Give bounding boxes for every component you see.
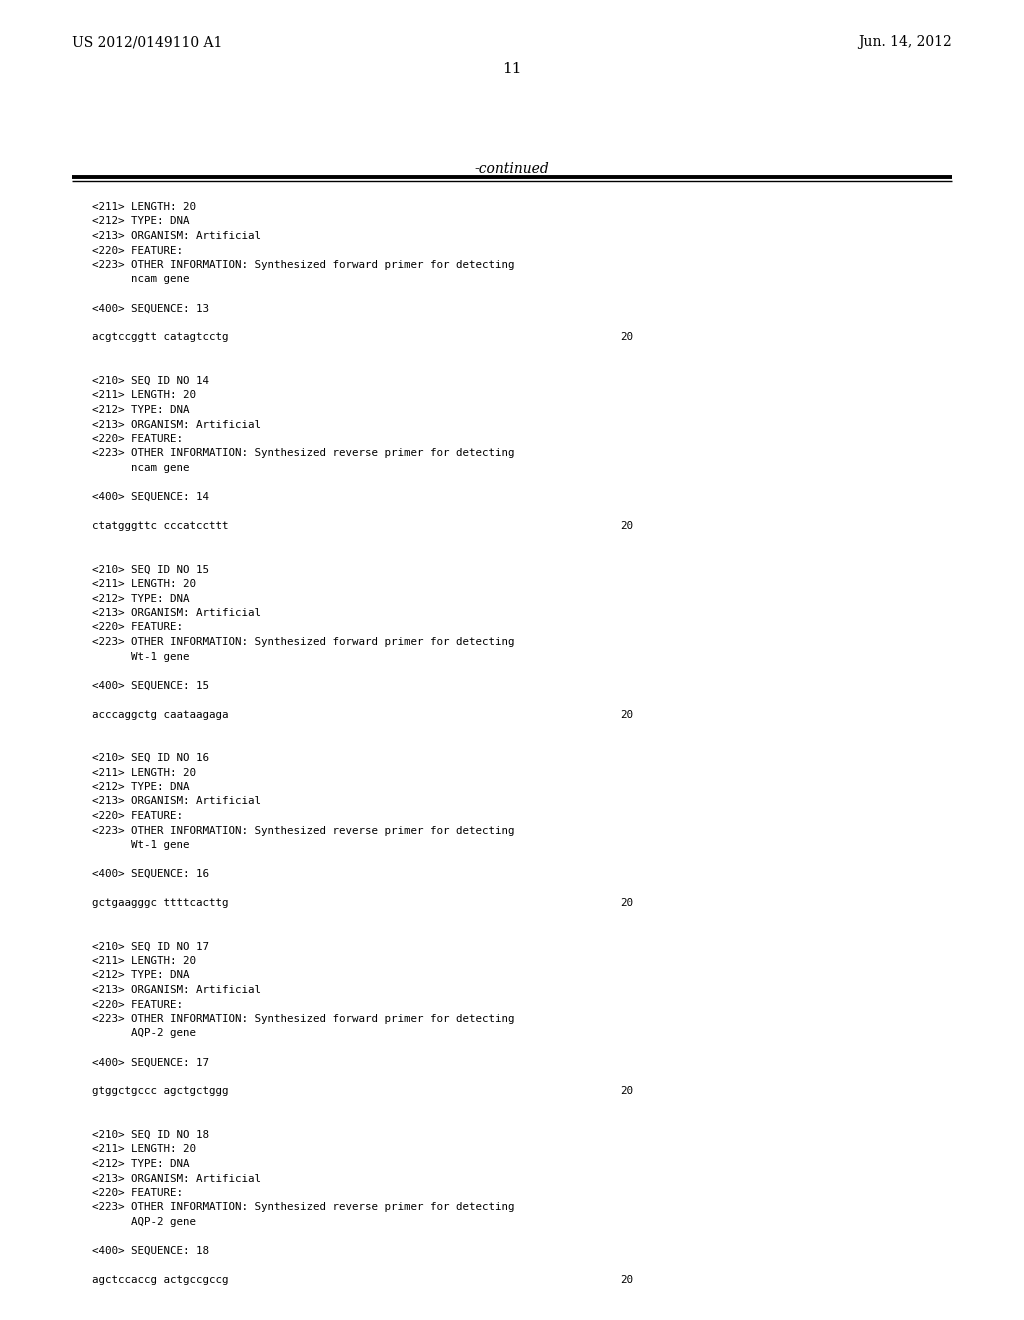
Text: <400> SEQUENCE: 14: <400> SEQUENCE: 14 [92,492,209,502]
Text: <210> SEQ ID NO 15: <210> SEQ ID NO 15 [92,565,209,574]
Text: <211> LENGTH: 20: <211> LENGTH: 20 [92,767,196,777]
Text: gtggctgccc agctgctggg: gtggctgccc agctgctggg [92,1086,228,1097]
Text: <210> SEQ ID NO 17: <210> SEQ ID NO 17 [92,941,209,952]
Text: <212> TYPE: DNA: <212> TYPE: DNA [92,216,189,227]
Text: 20: 20 [620,521,633,531]
Text: acccaggctg caataagaga: acccaggctg caataagaga [92,710,228,719]
Text: <213> ORGANISM: Artificial: <213> ORGANISM: Artificial [92,231,261,242]
Text: <212> TYPE: DNA: <212> TYPE: DNA [92,970,189,981]
Text: 20: 20 [620,898,633,908]
Text: <210> SEQ ID NO 16: <210> SEQ ID NO 16 [92,752,209,763]
Text: ncam gene: ncam gene [92,463,189,473]
Text: AQP-2 gene: AQP-2 gene [92,1028,196,1039]
Text: <220> FEATURE:: <220> FEATURE: [92,434,183,444]
Text: <223> OTHER INFORMATION: Synthesized reverse primer for detecting: <223> OTHER INFORMATION: Synthesized rev… [92,449,514,458]
Text: <213> ORGANISM: Artificial: <213> ORGANISM: Artificial [92,796,261,807]
Text: <400> SEQUENCE: 18: <400> SEQUENCE: 18 [92,1246,209,1257]
Text: Wt-1 gene: Wt-1 gene [92,840,189,850]
Text: <223> OTHER INFORMATION: Synthesized reverse primer for detecting: <223> OTHER INFORMATION: Synthesized rev… [92,1203,514,1213]
Text: <223> OTHER INFORMATION: Synthesized reverse primer for detecting: <223> OTHER INFORMATION: Synthesized rev… [92,825,514,836]
Text: <223> OTHER INFORMATION: Synthesized forward primer for detecting: <223> OTHER INFORMATION: Synthesized for… [92,260,514,271]
Text: <400> SEQUENCE: 13: <400> SEQUENCE: 13 [92,304,209,314]
Text: 20: 20 [620,1086,633,1097]
Text: 20: 20 [620,333,633,342]
Text: <213> ORGANISM: Artificial: <213> ORGANISM: Artificial [92,420,261,429]
Text: 20: 20 [620,1275,633,1284]
Text: <210> SEQ ID NO 14: <210> SEQ ID NO 14 [92,376,209,385]
Text: US 2012/0149110 A1: US 2012/0149110 A1 [72,36,222,49]
Text: -continued: -continued [475,162,549,176]
Text: <220> FEATURE:: <220> FEATURE: [92,999,183,1010]
Text: <212> TYPE: DNA: <212> TYPE: DNA [92,781,189,792]
Text: <212> TYPE: DNA: <212> TYPE: DNA [92,405,189,414]
Text: <400> SEQUENCE: 17: <400> SEQUENCE: 17 [92,1057,209,1068]
Text: <223> OTHER INFORMATION: Synthesized forward primer for detecting: <223> OTHER INFORMATION: Synthesized for… [92,1014,514,1024]
Text: 11: 11 [502,62,522,77]
Text: <211> LENGTH: 20: <211> LENGTH: 20 [92,579,196,589]
Text: <213> ORGANISM: Artificial: <213> ORGANISM: Artificial [92,1173,261,1184]
Text: <220> FEATURE:: <220> FEATURE: [92,1188,183,1199]
Text: AQP-2 gene: AQP-2 gene [92,1217,196,1228]
Text: gctgaagggc ttttcacttg: gctgaagggc ttttcacttg [92,898,228,908]
Text: <213> ORGANISM: Artificial: <213> ORGANISM: Artificial [92,985,261,995]
Text: <220> FEATURE:: <220> FEATURE: [92,623,183,632]
Text: <211> LENGTH: 20: <211> LENGTH: 20 [92,202,196,213]
Text: ncam gene: ncam gene [92,275,189,285]
Text: <223> OTHER INFORMATION: Synthesized forward primer for detecting: <223> OTHER INFORMATION: Synthesized for… [92,638,514,647]
Text: <220> FEATURE:: <220> FEATURE: [92,246,183,256]
Text: <211> LENGTH: 20: <211> LENGTH: 20 [92,956,196,966]
Text: <210> SEQ ID NO 18: <210> SEQ ID NO 18 [92,1130,209,1140]
Text: <212> TYPE: DNA: <212> TYPE: DNA [92,1159,189,1170]
Text: <220> FEATURE:: <220> FEATURE: [92,810,183,821]
Text: acgtccggtt catagtcctg: acgtccggtt catagtcctg [92,333,228,342]
Text: <213> ORGANISM: Artificial: <213> ORGANISM: Artificial [92,609,261,618]
Text: <211> LENGTH: 20: <211> LENGTH: 20 [92,391,196,400]
Text: ctatgggttc cccatccttt: ctatgggttc cccatccttt [92,521,228,531]
Text: <212> TYPE: DNA: <212> TYPE: DNA [92,594,189,603]
Text: agctccaccg actgccgccg: agctccaccg actgccgccg [92,1275,228,1284]
Text: Jun. 14, 2012: Jun. 14, 2012 [858,36,952,49]
Text: <211> LENGTH: 20: <211> LENGTH: 20 [92,1144,196,1155]
Text: <400> SEQUENCE: 15: <400> SEQUENCE: 15 [92,681,209,690]
Text: 20: 20 [620,710,633,719]
Text: Wt-1 gene: Wt-1 gene [92,652,189,661]
Text: <400> SEQUENCE: 16: <400> SEQUENCE: 16 [92,869,209,879]
